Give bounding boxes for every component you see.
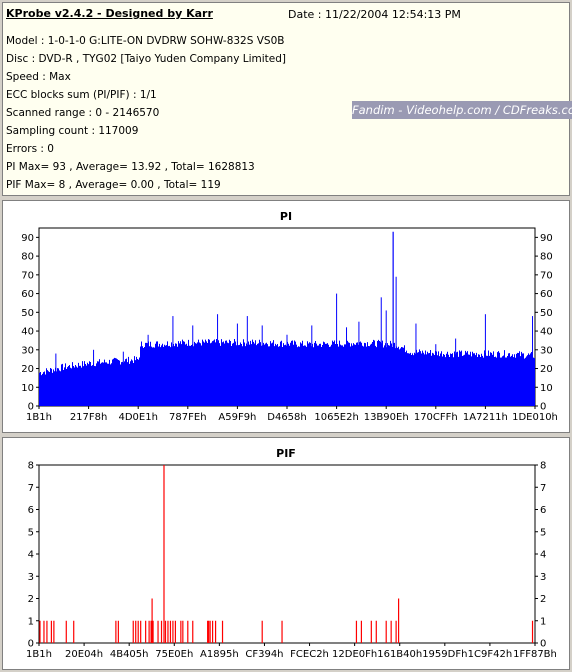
- pi-ytick-label-right: 60: [540, 289, 553, 300]
- pi-ytick-label-right: 10: [540, 383, 553, 394]
- pif-ytick-label-left: 0: [28, 639, 34, 650]
- pif-ytick-label-right: 5: [540, 527, 546, 538]
- pif-ytick-label-right: 7: [540, 483, 546, 494]
- pif-xtick-label: 1C9F42h: [468, 649, 513, 660]
- pi-bars: [39, 338, 535, 406]
- pi-xtick-label: A59F9h: [218, 412, 256, 423]
- pif-xtick-label: 20E04h: [65, 649, 103, 660]
- pif-ytick-label-right: 0: [540, 639, 546, 650]
- pi-xtick-label: 4D0E1h: [118, 412, 157, 423]
- pif-chart-title: PIF: [276, 447, 296, 460]
- pif-xtick-label: 161B40h: [377, 649, 422, 660]
- pi-ytick-label-left: 40: [21, 327, 34, 338]
- pi-chart-title: PI: [279, 210, 293, 223]
- pi-ytick-label-left: 80: [21, 252, 34, 263]
- pi-chart-panel: PI 0 0 10 10 20 20 30 30 40 40 50 50 60 60 70 70 80 80 90 9…: [2, 200, 570, 433]
- pi-ytick-label-right: 50: [540, 308, 553, 319]
- pif-ytick-label-left: 4: [28, 550, 34, 561]
- pif-xtick-label: 75E0Eh: [155, 649, 193, 660]
- disc-line: Disc : DVD-R , TYG02 [Taiyo Yuden Compan…: [6, 53, 287, 65]
- pi-xtick-label: 1DE010h: [512, 412, 558, 423]
- pif-xtick-label: 4B405h: [110, 649, 149, 660]
- pif-summary-line: PIF Max= 8 , Average= 0.00 , Total= 119: [6, 179, 221, 191]
- speed-line: Speed : Max: [6, 71, 71, 83]
- pi-ytick-label-left: 70: [21, 270, 34, 281]
- pi-ytick-label-left: 10: [21, 383, 34, 394]
- model-line: Model : 1-0-1-0 G:LITE-ON DVDRW SOHW-832…: [6, 35, 285, 47]
- pi-xtick-label: 1065E2h: [314, 412, 358, 423]
- pi-xtick-label: 787FEh: [169, 412, 207, 423]
- pif-xtick-label: 1959DFh: [422, 649, 467, 660]
- pi-ytick-label-left: 60: [21, 289, 34, 300]
- pif-xtick-label: 1B1h: [26, 649, 52, 660]
- pi-ytick-label-left: 20: [21, 364, 34, 375]
- pi-xtick-label: 170CFFh: [414, 412, 458, 423]
- pi-xtick-label: 217F8h: [70, 412, 108, 423]
- app-title: KProbe v2.4.2 - Designed by Karr: [6, 7, 213, 20]
- pif-ytick-label-right: 6: [540, 505, 546, 516]
- pi-summary-line: PI Max= 93 , Average= 13.92 , Total= 162…: [6, 161, 255, 173]
- pif-ytick-label-right: 8: [540, 461, 546, 472]
- pi-ytick-label-left: 50: [21, 308, 34, 319]
- scanned-range-line: Scanned range : 0 - 2146570: [6, 107, 160, 119]
- pi-ytick-label-right: 70: [540, 270, 553, 281]
- pif-ytick-label-left: 5: [28, 527, 34, 538]
- pif-xtick-label: CF394h: [245, 649, 283, 660]
- scan-date: Date : 11/22/2004 12:54:13 PM: [288, 8, 461, 21]
- pif-xtick-label: FCEC2h: [290, 649, 329, 660]
- info-panel: KProbe v2.4.2 - Designed by Karr Date : …: [2, 2, 570, 196]
- pif-ytick-label-left: 7: [28, 483, 34, 494]
- pif-ytick-label-left: 6: [28, 505, 34, 516]
- pif-ytick-label-left: 3: [28, 572, 34, 583]
- pi-ytick-label-right: 90: [540, 233, 553, 244]
- pi-ytick-label-right: 80: [540, 252, 553, 263]
- ecc-line: ECC blocks sum (PI/PIF) : 1/1: [6, 89, 157, 101]
- pif-ytick-label-left: 1: [28, 616, 34, 627]
- pi-ytick-label-left: 30: [21, 345, 34, 356]
- pi-ytick-label-left: 90: [21, 233, 34, 244]
- pif-xtick-label: 12DE0Fh: [332, 649, 377, 660]
- pif-chart: 0 0 1 1 2 2 3 3 4 4 5 5 6 6 7 7 8 8 1B1h 20E04h 4B405h 75E0Eh…: [26, 461, 557, 661]
- pif-ytick-label-right: 2: [540, 594, 546, 605]
- pi-xtick-label: 1A7211h: [463, 412, 508, 423]
- pif-xtick-label: 1FF87Bh: [513, 649, 557, 660]
- pi-xtick-label: 1B1h: [26, 412, 52, 423]
- pif-plot-area: [38, 464, 536, 644]
- pif-ytick-label-right: 3: [540, 572, 546, 583]
- watermark: Fandim - Videohelp.com / CDFreaks.com: [352, 101, 572, 119]
- pif-ytick-label-right: 4: [540, 550, 546, 561]
- pi-xtick-label: 13B90Eh: [364, 412, 409, 423]
- pif-ytick-label-left: 2: [28, 594, 34, 605]
- pi-ytick-label-right: 20: [540, 364, 553, 375]
- errors-line: Errors : 0: [6, 143, 54, 155]
- pi-ytick-label-left: 0: [28, 402, 34, 413]
- sampling-count-line: Sampling count : 117009: [6, 125, 139, 137]
- pi-ytick-label-right: 40: [540, 327, 553, 338]
- pi-ytick-label-right: 0: [540, 402, 546, 413]
- pif-ytick-label-right: 1: [540, 616, 546, 627]
- pif-ytick-label-left: 8: [28, 461, 34, 472]
- pi-chart: 0 0 10 10 20 20 30 30 40 40 50 50 60 60 70 70 80 80 90 90 1B…: [21, 227, 558, 423]
- pif-chart-panel: PIF 0 0 1 1 2 2 3 3 4 4 5 5 6 6 7 7 8 8 1B1h 20E04h 4B405h 75…: [2, 437, 570, 670]
- pi-xtick-label: D4658h: [267, 412, 307, 423]
- pif-xtick-label: A1895h: [200, 649, 239, 660]
- pi-ytick-label-right: 30: [540, 345, 553, 356]
